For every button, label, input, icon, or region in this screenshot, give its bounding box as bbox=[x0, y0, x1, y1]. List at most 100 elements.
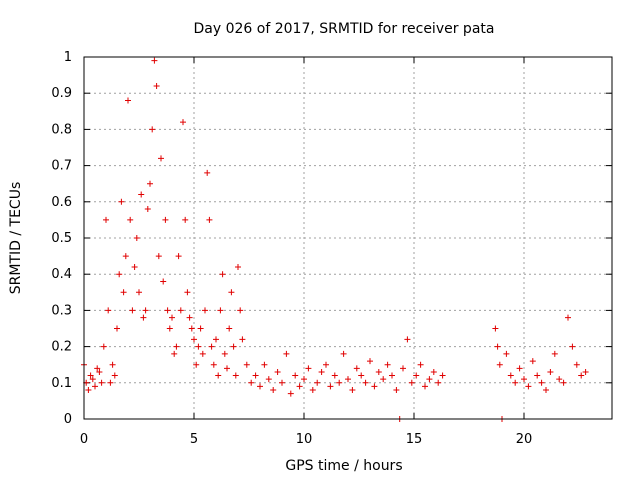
data-point bbox=[296, 383, 303, 390]
data-point bbox=[375, 368, 382, 375]
data-point bbox=[197, 325, 204, 332]
data-point bbox=[426, 376, 433, 383]
data-point bbox=[155, 253, 162, 260]
data-point bbox=[265, 376, 272, 383]
data-point bbox=[144, 206, 151, 213]
data-point bbox=[560, 379, 567, 386]
data-point bbox=[239, 336, 246, 343]
data-point bbox=[417, 361, 424, 368]
data-point bbox=[221, 350, 228, 357]
data-point bbox=[188, 325, 195, 332]
data-point bbox=[109, 361, 116, 368]
data-points bbox=[81, 57, 589, 422]
data-point bbox=[404, 336, 411, 343]
y-tick-label: 0.2 bbox=[51, 340, 72, 355]
data-point bbox=[248, 379, 255, 386]
data-point bbox=[96, 368, 103, 375]
data-point bbox=[210, 361, 217, 368]
data-point bbox=[314, 379, 321, 386]
data-point bbox=[257, 383, 263, 390]
data-point bbox=[380, 376, 387, 383]
y-tick-label: 0.8 bbox=[51, 122, 72, 137]
data-point bbox=[232, 372, 239, 379]
data-point bbox=[149, 126, 156, 133]
data-point bbox=[171, 350, 178, 357]
data-point bbox=[521, 376, 527, 383]
data-point bbox=[274, 368, 281, 375]
data-point bbox=[213, 336, 219, 343]
data-point bbox=[85, 387, 92, 394]
x-tick-label: 15 bbox=[406, 432, 423, 447]
data-point bbox=[538, 379, 545, 386]
data-point bbox=[89, 376, 96, 383]
x-tick-label: 20 bbox=[516, 432, 533, 447]
data-point bbox=[569, 343, 576, 350]
data-point bbox=[127, 216, 134, 223]
data-point bbox=[353, 365, 360, 372]
data-point bbox=[129, 307, 136, 314]
chart-title: Day 026 of 2017, SRMTID for receiver pat… bbox=[194, 21, 495, 37]
y-tick-label: 0.9 bbox=[51, 86, 72, 101]
data-point bbox=[217, 307, 224, 314]
y-tick-label: 0 bbox=[64, 412, 72, 427]
data-point bbox=[252, 372, 259, 379]
data-point bbox=[283, 350, 290, 357]
data-point bbox=[122, 253, 129, 260]
x-tick-label: 0 bbox=[80, 432, 88, 447]
data-point bbox=[516, 365, 523, 372]
data-point bbox=[160, 278, 167, 285]
data-point bbox=[98, 379, 105, 386]
data-point bbox=[226, 325, 233, 332]
data-point bbox=[435, 379, 442, 386]
data-point bbox=[116, 271, 123, 278]
y-tick-label: 0.4 bbox=[51, 267, 72, 282]
data-point bbox=[175, 253, 182, 260]
data-point bbox=[534, 372, 541, 379]
data-point bbox=[496, 361, 503, 368]
data-point bbox=[345, 376, 351, 383]
data-point bbox=[384, 361, 391, 368]
ticks: 00.10.20.30.40.50.60.70.80.910 5 10 15 20 bbox=[51, 50, 612, 447]
data-point bbox=[142, 307, 149, 314]
data-point bbox=[340, 350, 347, 357]
data-point bbox=[224, 365, 230, 372]
data-point bbox=[202, 307, 208, 314]
data-point bbox=[195, 343, 202, 350]
data-point bbox=[184, 289, 191, 296]
data-point bbox=[177, 307, 184, 314]
data-point bbox=[492, 325, 499, 332]
data-point bbox=[578, 372, 585, 379]
data-point bbox=[507, 372, 514, 379]
data-point bbox=[305, 365, 312, 372]
data-point bbox=[237, 307, 244, 314]
data-point bbox=[408, 379, 415, 386]
data-point bbox=[547, 368, 554, 375]
data-point bbox=[543, 387, 549, 394]
data-point bbox=[125, 97, 131, 104]
data-point bbox=[228, 289, 235, 296]
data-point bbox=[367, 358, 373, 365]
data-point bbox=[199, 350, 206, 357]
data-point bbox=[140, 314, 147, 321]
data-point bbox=[389, 372, 395, 379]
data-point bbox=[309, 387, 316, 394]
data-point bbox=[164, 307, 171, 314]
x-tick-label: 5 bbox=[190, 432, 198, 447]
data-point bbox=[512, 379, 519, 386]
data-point bbox=[173, 343, 180, 350]
data-point bbox=[327, 383, 334, 390]
data-point bbox=[219, 271, 226, 278]
data-point bbox=[136, 289, 142, 296]
data-point bbox=[525, 383, 532, 390]
data-point bbox=[103, 216, 109, 223]
data-point bbox=[158, 155, 164, 162]
data-point bbox=[105, 307, 112, 314]
data-point bbox=[94, 365, 101, 372]
data-point bbox=[193, 361, 200, 368]
data-point bbox=[235, 263, 241, 270]
data-point bbox=[182, 216, 189, 223]
data-point bbox=[270, 387, 277, 394]
data-point bbox=[573, 361, 580, 368]
y-tick-label: 0.5 bbox=[51, 231, 72, 246]
